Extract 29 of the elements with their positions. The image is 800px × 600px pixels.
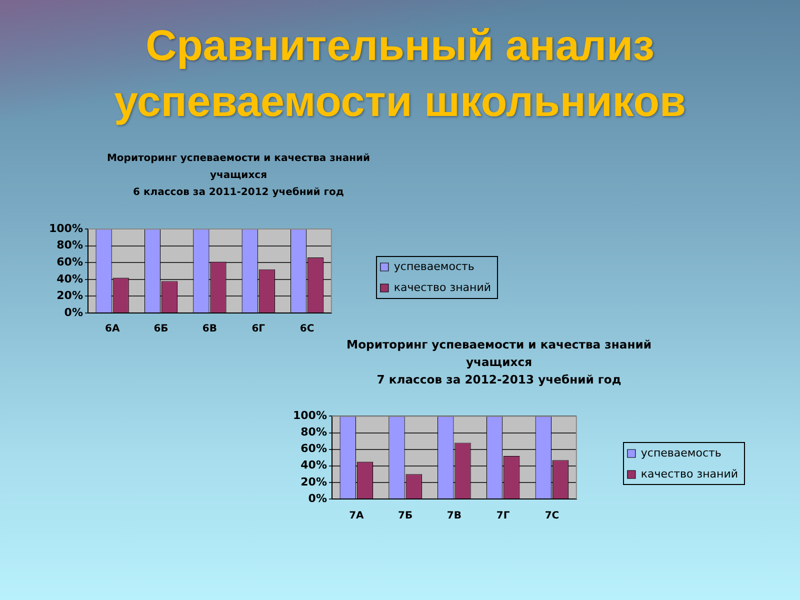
x-tick-label: 6А xyxy=(104,324,120,335)
legend-label: качество знаний xyxy=(394,280,492,294)
x-tick-label: 7Б xyxy=(398,510,413,522)
x-tick-label: 6Г xyxy=(252,324,266,335)
y-tick-label: 80% xyxy=(300,426,327,439)
y-tick-label: 100% xyxy=(293,409,327,422)
x-tick-label: 6С xyxy=(300,324,314,335)
x-tick-label: 7А xyxy=(349,510,364,522)
x-tick-label: 7В xyxy=(446,510,462,522)
y-tick-label: 20% xyxy=(300,475,327,488)
y-tick-label: 60% xyxy=(56,255,83,268)
y-tick-label: 0% xyxy=(64,306,83,319)
legend-label: успеваемость xyxy=(640,446,722,460)
y-tick-label: 40% xyxy=(300,458,327,472)
y-tick-label: 60% xyxy=(300,442,327,456)
chart-title: Мориторинг успеваемости и качества знаний учащихся 7 классов за 2012-2013 учебний год xyxy=(346,338,652,387)
x-tick-label: 6Б xyxy=(154,324,168,335)
y-tick-label: 40% xyxy=(56,272,83,286)
chart-title: Мориторинг успеваемости и качества знаний учащихся 6 классов за 2011-2012 учебний год xyxy=(106,153,370,198)
legend-label: успеваемость xyxy=(394,260,474,273)
x-tick-label: 7Г xyxy=(496,510,510,522)
x-tick-label: 7С xyxy=(544,510,560,522)
y-tick-label: 0% xyxy=(308,492,327,505)
y-tick-label: 100% xyxy=(49,222,83,235)
y-tick-label: 20% xyxy=(56,289,83,302)
text: Сравнительный анализ успеваемости школьников xyxy=(113,21,687,128)
legend-label: качество знаний xyxy=(640,467,738,480)
x-tick-label: 6В xyxy=(202,324,217,335)
y-tick-label: 80% xyxy=(56,238,83,252)
